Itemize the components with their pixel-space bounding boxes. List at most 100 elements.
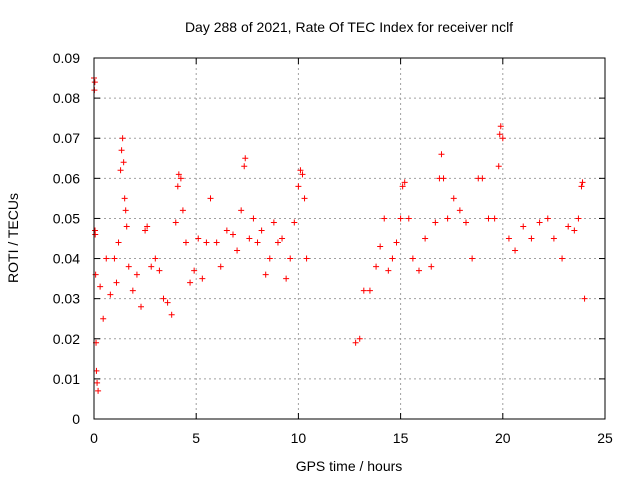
roti-point (262, 271, 269, 278)
roti-point (352, 339, 359, 346)
roti-point (274, 239, 281, 246)
roti-point (303, 255, 310, 262)
y-tick-label: 0.09 (53, 50, 80, 66)
roti-point (428, 263, 435, 270)
y-tick-label: 0.01 (53, 371, 80, 387)
roti-point (142, 227, 149, 234)
roti-point (213, 239, 220, 246)
roti-point (463, 219, 470, 226)
y-tick-label: 0.06 (53, 170, 80, 186)
roti-point (270, 219, 277, 226)
roti-point (491, 215, 498, 222)
roti-point (381, 215, 388, 222)
roti-point (254, 239, 261, 246)
y-tick-label: 0.05 (53, 210, 80, 226)
y-tick-label: 0.03 (53, 291, 80, 307)
roti-point (291, 219, 298, 226)
roti-point (444, 215, 451, 222)
roti-point (360, 287, 367, 294)
roti-point (456, 207, 463, 214)
roti-point (496, 131, 503, 138)
roti-point (393, 239, 400, 246)
roti-point (575, 215, 582, 222)
roti-point (168, 311, 175, 318)
roti-point (389, 255, 396, 262)
roti-point (356, 335, 363, 342)
roti-point (241, 163, 248, 170)
y-tick-label: 0.07 (53, 130, 80, 146)
roti-point (559, 255, 566, 262)
roti-point (95, 387, 102, 394)
roti-point (174, 183, 181, 190)
y-tick-label: 0.08 (53, 90, 80, 106)
roti-point (177, 175, 184, 182)
x-axis-label: GPS time / hours (296, 458, 403, 474)
roti-point (229, 231, 236, 238)
roti-point (479, 175, 486, 182)
x-tick-label: 20 (495, 430, 511, 446)
y-tick-label: 0.04 (53, 251, 80, 267)
roti-point (497, 123, 504, 130)
roti-point (377, 243, 384, 250)
roti-point (397, 215, 404, 222)
roti-point (266, 255, 273, 262)
roti-point (565, 223, 572, 230)
roti-point (279, 235, 286, 242)
roti-point (91, 79, 98, 86)
roti-point (432, 219, 439, 226)
x-tick-label: 0 (90, 430, 98, 446)
chart-title: Day 288 of 2021, Rate Of TEC Index for r… (185, 19, 513, 35)
roti-point (366, 287, 373, 294)
roti-point (301, 195, 308, 202)
roti-point (122, 207, 129, 214)
roti-point (97, 283, 104, 290)
roti-point (238, 207, 245, 214)
x-tick-label: 5 (192, 430, 200, 446)
roti-point (107, 291, 114, 298)
roti-point (118, 147, 125, 154)
roti-point (125, 263, 132, 270)
axis-tick-labels: 0 5 10 15 20 25 0 0.01 0.02 0.03 0.04 0.05 0.06 0.07 0… (53, 50, 613, 446)
roti-point (119, 135, 126, 142)
roti-point (520, 223, 527, 230)
roti-point (120, 159, 127, 166)
roti-point (297, 167, 304, 174)
roti-point (207, 195, 214, 202)
roti-point (111, 255, 118, 262)
roti-point (295, 183, 302, 190)
roti-point (133, 271, 140, 278)
roti-point (499, 135, 506, 142)
roti-point (544, 215, 551, 222)
x-tick-label: 25 (597, 430, 613, 446)
roti-point (287, 255, 294, 262)
roti-point (92, 231, 99, 238)
roti-point (373, 263, 380, 270)
roti-point (438, 151, 445, 158)
roti-point (156, 267, 163, 274)
roti-point (223, 227, 230, 234)
roti-point (528, 235, 535, 242)
y-tick-label: 0.02 (53, 331, 80, 347)
roti-point (182, 239, 189, 246)
roti-point (299, 171, 306, 178)
roti-point (505, 235, 512, 242)
roti-point (550, 235, 557, 242)
roti-point (175, 171, 182, 178)
roti-point (579, 179, 586, 186)
roti-point (195, 235, 202, 242)
roti-point (144, 223, 151, 230)
roti-point (160, 295, 167, 302)
roti-point (138, 303, 145, 310)
roti-point (440, 175, 447, 182)
roti-point (152, 255, 159, 262)
roti-point (469, 255, 476, 262)
roti-point (409, 255, 416, 262)
x-tick-label: 10 (291, 430, 307, 446)
roti-point (113, 279, 120, 286)
roti-point (536, 219, 543, 226)
roti-point (121, 195, 128, 202)
axis-ticks (93, 57, 606, 420)
